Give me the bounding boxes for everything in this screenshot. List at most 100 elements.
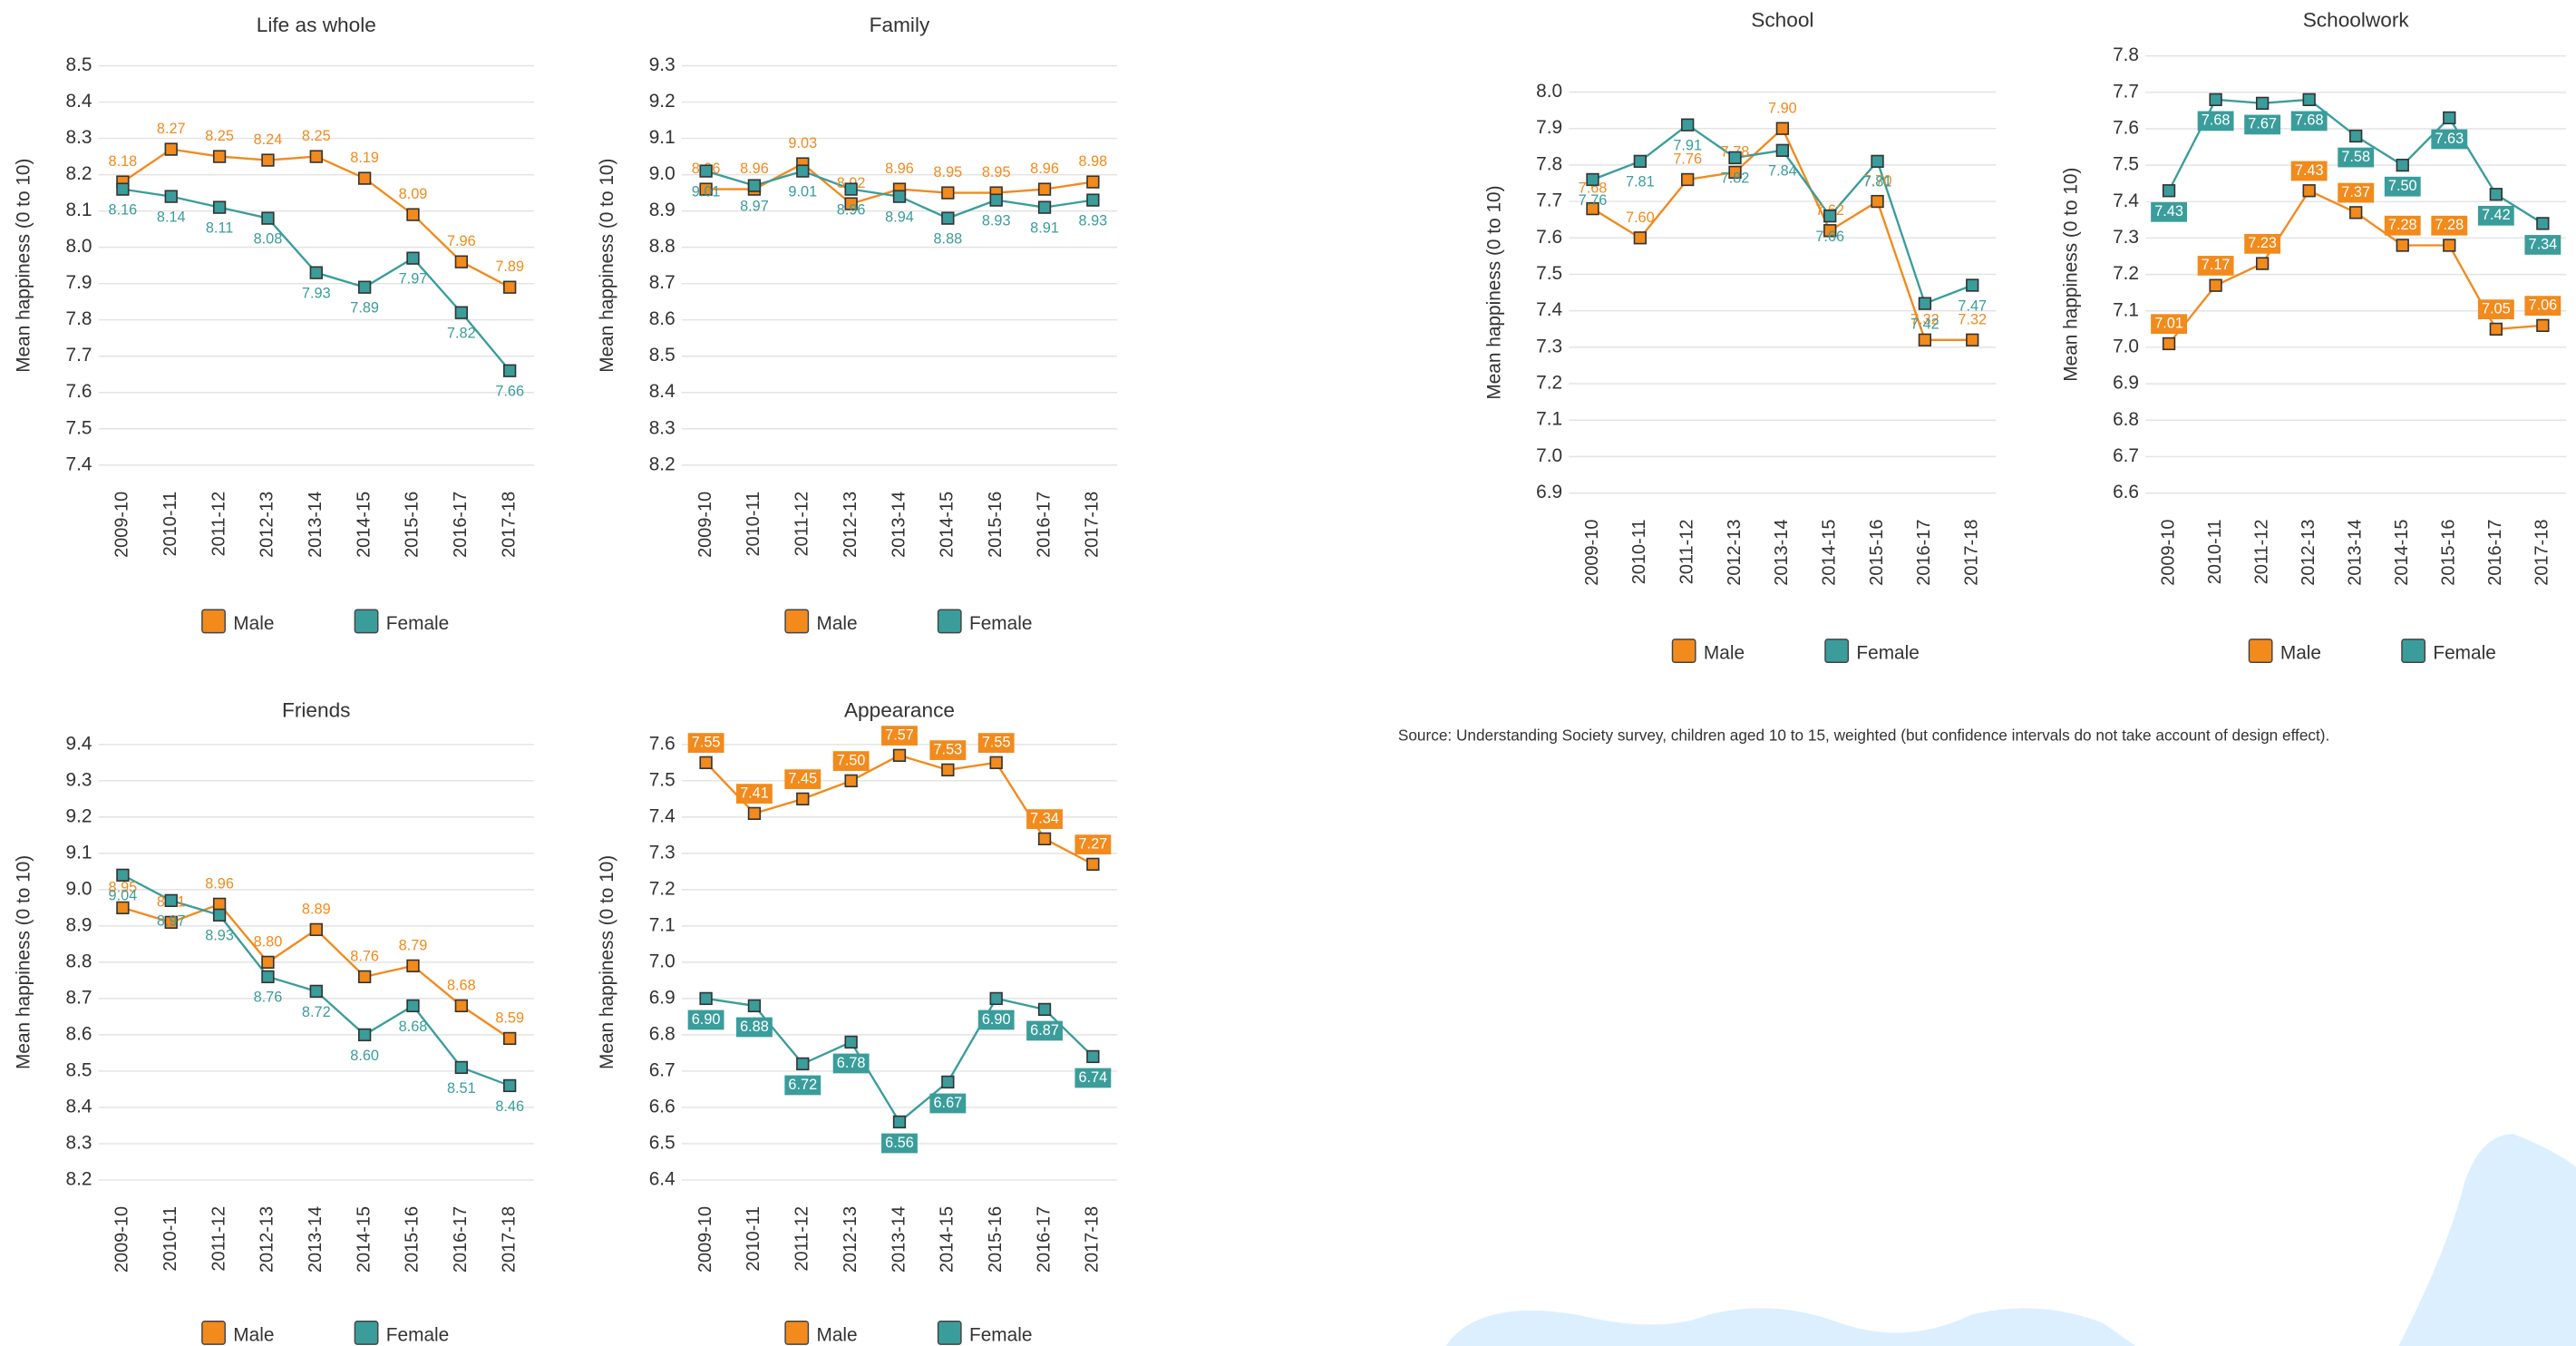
legend-label: Male <box>816 613 857 634</box>
y-tick-label: 8.2 <box>649 454 676 474</box>
data-point <box>2257 98 2269 110</box>
data-label: 7.90 <box>1768 100 1797 116</box>
y-tick-label: 8.5 <box>649 345 676 366</box>
data-label: 7.34 <box>2529 236 2558 252</box>
data-label: 8.27 <box>157 121 186 137</box>
x-tick-label: 2016-17 <box>451 1206 471 1273</box>
legend-label: Female <box>969 1325 1032 1346</box>
data-label: 7.27 <box>1079 835 1108 852</box>
y-tick-label: 6.7 <box>649 1059 676 1080</box>
data-label: 7.55 <box>692 734 721 750</box>
x-tick-label: 2010-11 <box>2205 520 2225 585</box>
x-tick-label: 2010-11 <box>160 492 180 557</box>
data-label: 8.72 <box>302 1004 331 1020</box>
y-tick-label: 7.5 <box>1536 263 1562 284</box>
data-point <box>2303 93 2315 105</box>
data-label: 6.90 <box>982 1011 1011 1028</box>
data-point <box>1087 194 1099 206</box>
x-tick-label: 2009-10 <box>695 492 715 558</box>
data-point <box>455 307 467 318</box>
data-point <box>407 961 419 972</box>
data-label: 7.05 <box>2482 300 2511 317</box>
data-point <box>894 190 906 202</box>
x-tick-label: 2017-18 <box>499 492 519 558</box>
legend-swatch <box>355 1322 377 1344</box>
data-point <box>990 194 1002 206</box>
data-label: 8.95 <box>982 164 1011 180</box>
data-label: 9.01 <box>692 183 721 200</box>
data-label: 8.09 <box>399 186 428 202</box>
data-label: 6.72 <box>788 1077 817 1093</box>
legend-label: Male <box>816 1325 857 1346</box>
data-label: 8.76 <box>350 948 379 964</box>
data-point <box>2396 239 2408 251</box>
legend-label: Female <box>1856 643 1919 664</box>
data-label: 8.46 <box>495 1098 524 1115</box>
x-tick-label: 2016-17 <box>2485 520 2505 586</box>
y-tick-label: 7.4 <box>2113 190 2139 211</box>
data-point <box>2350 207 2362 219</box>
x-tick-label: 2017-18 <box>2532 520 2552 586</box>
data-point <box>117 870 129 882</box>
y-tick-label: 7.2 <box>649 878 676 899</box>
y-tick-label: 7.1 <box>1536 409 1562 430</box>
data-point <box>165 190 177 202</box>
y-tick-label: 7.1 <box>649 914 676 935</box>
data-point <box>359 1029 371 1041</box>
y-tick-label: 8.2 <box>65 1168 92 1189</box>
data-label: 8.79 <box>399 937 428 953</box>
data-label: 8.96 <box>885 161 914 177</box>
data-label: 7.45 <box>788 770 817 786</box>
chart-page: Source: Understanding Society survey, ch… <box>0 0 2576 1346</box>
page: {"chart_data": [ {"type": "line", "title… <box>0 0 2576 1346</box>
y-tick-label: 9.2 <box>65 805 92 826</box>
chart-title: Family <box>870 14 930 36</box>
data-point <box>262 971 274 983</box>
y-tick-label: 7.6 <box>2113 117 2139 138</box>
y-tick-label: 9.0 <box>65 878 92 899</box>
source-note: Source: Understanding Society survey, ch… <box>1398 726 2329 744</box>
x-tick-label: 2011-12 <box>1677 520 1696 585</box>
x-tick-label: 2009-10 <box>695 1206 715 1273</box>
y-axis-label: Mean happiness (0 to 10) <box>2060 168 2081 382</box>
x-tick-label: 2011-12 <box>209 1206 228 1272</box>
data-label: 8.98 <box>1079 153 1108 170</box>
x-tick-label: 2016-17 <box>1034 1206 1054 1273</box>
y-tick-label: 7.9 <box>65 272 92 293</box>
data-label: 7.66 <box>495 384 524 400</box>
data-point <box>1039 201 1051 213</box>
data-label: 8.93 <box>982 212 1011 229</box>
data-point <box>214 201 226 213</box>
y-tick-label: 8.0 <box>65 236 92 257</box>
y-tick-label: 7.2 <box>2113 263 2139 284</box>
x-tick-label: 2012-13 <box>258 492 277 558</box>
legend-label: Male <box>233 613 274 634</box>
data-point <box>117 183 129 195</box>
data-point <box>214 910 226 922</box>
y-tick-label: 8.3 <box>649 417 676 438</box>
decoration <box>2398 1134 2576 1346</box>
y-tick-label: 8.7 <box>649 272 676 293</box>
legend-label: Female <box>386 1325 449 1346</box>
data-label: 8.76 <box>254 990 283 1006</box>
y-tick-label: 9.3 <box>649 54 676 75</box>
data-label: 8.59 <box>495 1010 524 1026</box>
y-tick-label: 6.9 <box>649 987 676 1008</box>
data-point <box>165 143 177 155</box>
data-point <box>1777 122 1789 134</box>
y-axis-label: Mean happiness (0 to 10) <box>597 855 617 1069</box>
data-label: 7.82 <box>1721 171 1750 187</box>
data-label: 6.78 <box>837 1055 866 1071</box>
data-point <box>2163 185 2175 197</box>
data-point <box>359 971 371 983</box>
data-point <box>407 209 419 220</box>
data-label: 7.50 <box>837 752 866 768</box>
y-tick-label: 7.8 <box>1536 153 1562 174</box>
chart-title: Friends <box>282 699 350 722</box>
y-tick-label: 7.5 <box>649 769 676 790</box>
y-tick-label: 7.0 <box>2113 336 2139 356</box>
x-tick-label: 2010-11 <box>744 492 763 557</box>
y-tick-label: 7.8 <box>65 308 92 329</box>
data-point <box>407 1000 419 1012</box>
data-label: 8.19 <box>350 150 379 166</box>
